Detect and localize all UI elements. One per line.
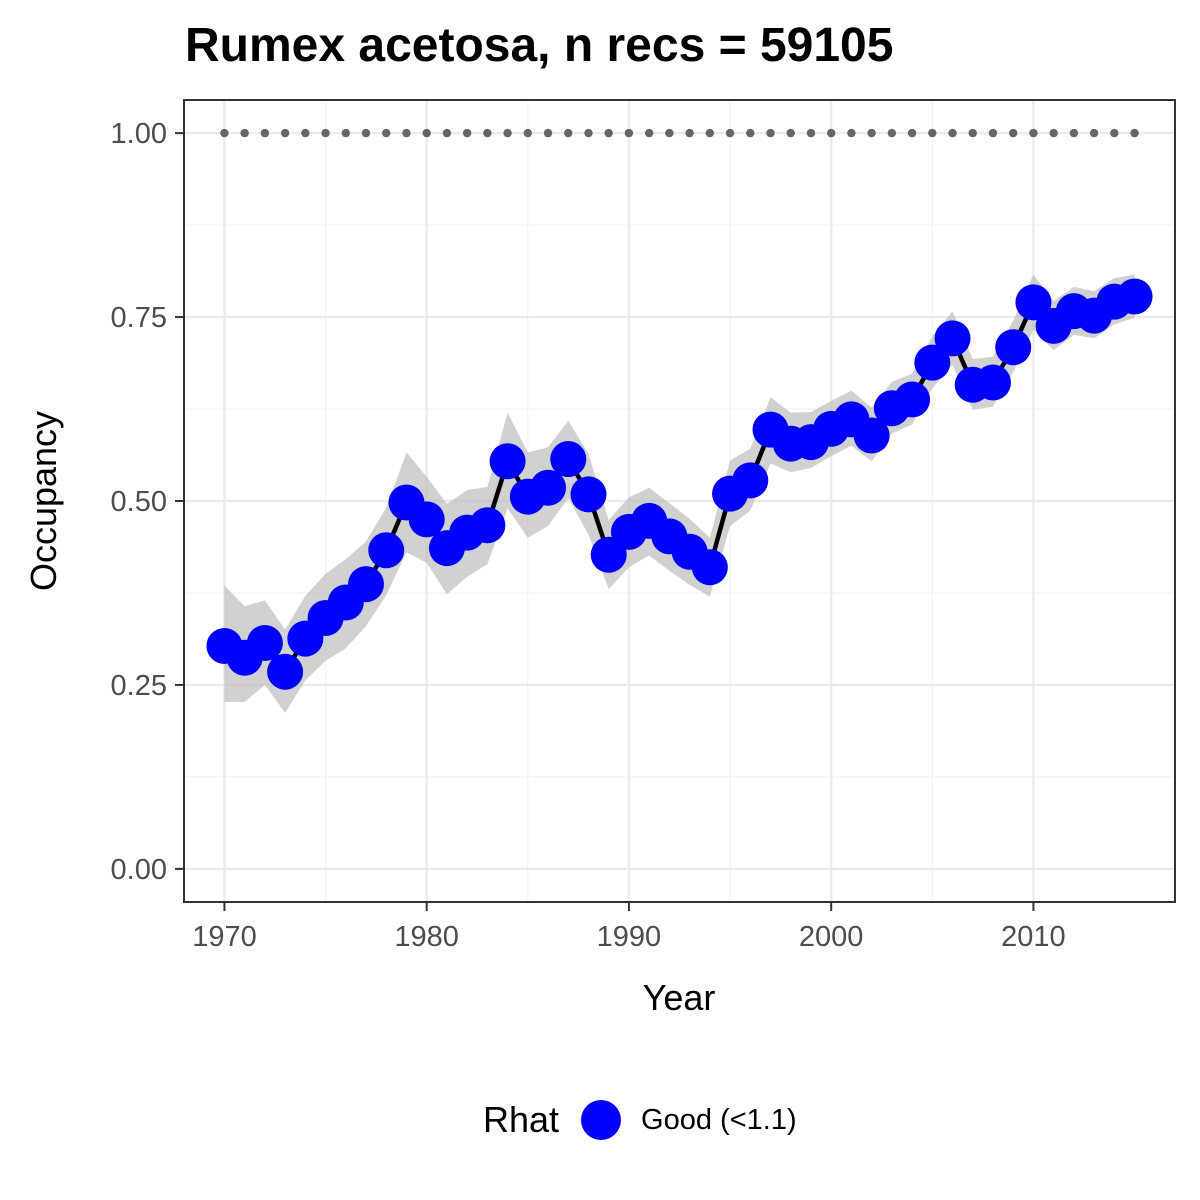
reference-point — [826, 128, 836, 138]
reference-point — [260, 128, 270, 138]
x-axis: 1970 1980 1990 2000 2010 — [192, 902, 1066, 953]
x-tick-label: 1980 — [394, 921, 459, 953]
legend-title: Rhat — [483, 1099, 560, 1140]
data-point — [934, 320, 971, 357]
reference-point — [1069, 128, 1079, 138]
reference-point — [442, 128, 452, 138]
data-point — [995, 329, 1032, 366]
data-point — [732, 462, 769, 499]
data-point — [489, 443, 526, 480]
reference-point — [786, 128, 795, 138]
reference-point — [847, 128, 856, 138]
occupancy-chart: 1970 1980 1990 2000 2010 0.00 0.25 0.50 0.75 1.0… — [23, 99, 1176, 1018]
reference-point — [867, 128, 876, 138]
reference-point — [907, 128, 917, 138]
reference-point — [644, 128, 654, 138]
y-tick-label: 0.50 — [111, 486, 167, 518]
y-axis: 0.00 0.25 0.50 0.75 1.00 — [111, 118, 184, 886]
reference-point — [725, 128, 735, 138]
data-point — [550, 441, 587, 478]
reference-point — [382, 128, 391, 138]
reference-point — [1029, 128, 1038, 138]
data-point — [469, 507, 506, 544]
x-tick-label: 1970 — [192, 921, 257, 953]
reference-point — [301, 128, 310, 138]
major-gridlines — [184, 100, 1175, 902]
data-point — [368, 532, 405, 569]
reference-point — [584, 128, 593, 138]
reference-point — [887, 128, 897, 138]
reference-point — [321, 128, 330, 138]
reference-point — [240, 128, 249, 138]
data-point — [974, 364, 1011, 401]
chart-title: Rumex acetosa, n recs = 59105 — [185, 19, 894, 72]
data-point — [1015, 284, 1052, 321]
reference-point — [523, 128, 533, 138]
data-point — [408, 501, 445, 538]
reference-point — [705, 128, 715, 138]
reference-point — [665, 128, 674, 138]
legend-key-good — [581, 1100, 622, 1140]
reference-point — [564, 128, 573, 138]
reference-point — [968, 128, 977, 138]
x-tick-label: 2010 — [1001, 921, 1066, 953]
data-point — [530, 469, 567, 506]
y-tick-label: 0.75 — [111, 302, 167, 334]
data-point — [914, 344, 951, 381]
x-tick-label: 1990 — [597, 921, 662, 953]
data-point — [246, 625, 283, 662]
reference-point — [543, 128, 553, 138]
reference-point — [766, 128, 775, 138]
x-tick-label: 2000 — [799, 921, 864, 953]
y-tick-label: 1.00 — [111, 118, 167, 150]
data-point — [1116, 278, 1153, 315]
reference-point — [806, 128, 816, 138]
reference-point — [503, 128, 512, 138]
reference-line — [220, 128, 1139, 138]
legend: Rhat Good (<1.1) — [483, 1095, 797, 1145]
reference-point — [280, 128, 290, 138]
reference-point — [1009, 128, 1018, 138]
y-axis-title: Occupancy — [23, 411, 64, 591]
reference-point — [1130, 128, 1139, 138]
reference-point — [1089, 128, 1099, 138]
data-points — [206, 278, 1153, 690]
reference-point — [422, 128, 431, 138]
data-point — [348, 566, 385, 603]
reference-point — [1049, 128, 1058, 138]
reference-point — [746, 128, 755, 138]
reference-point — [483, 128, 492, 138]
reference-point — [1110, 128, 1119, 138]
legend-label-good: Good (<1.1) — [641, 1103, 797, 1136]
y-tick-label: 0.00 — [111, 854, 167, 886]
reference-point — [604, 128, 613, 138]
reference-point — [402, 128, 411, 138]
reference-point — [988, 128, 998, 138]
data-point — [570, 476, 607, 513]
data-point — [267, 653, 304, 690]
reference-point — [624, 128, 634, 138]
x-axis-title: Year — [643, 977, 716, 1018]
data-point — [853, 417, 890, 454]
reference-point — [685, 128, 694, 138]
reference-point — [462, 128, 472, 138]
reference-point — [948, 128, 957, 138]
data-point — [691, 549, 728, 586]
y-tick-label: 0.25 — [111, 670, 167, 702]
reference-point — [220, 128, 229, 138]
reference-point — [928, 128, 937, 138]
data-point — [894, 381, 931, 418]
reference-point — [361, 128, 371, 138]
reference-point — [341, 128, 350, 138]
